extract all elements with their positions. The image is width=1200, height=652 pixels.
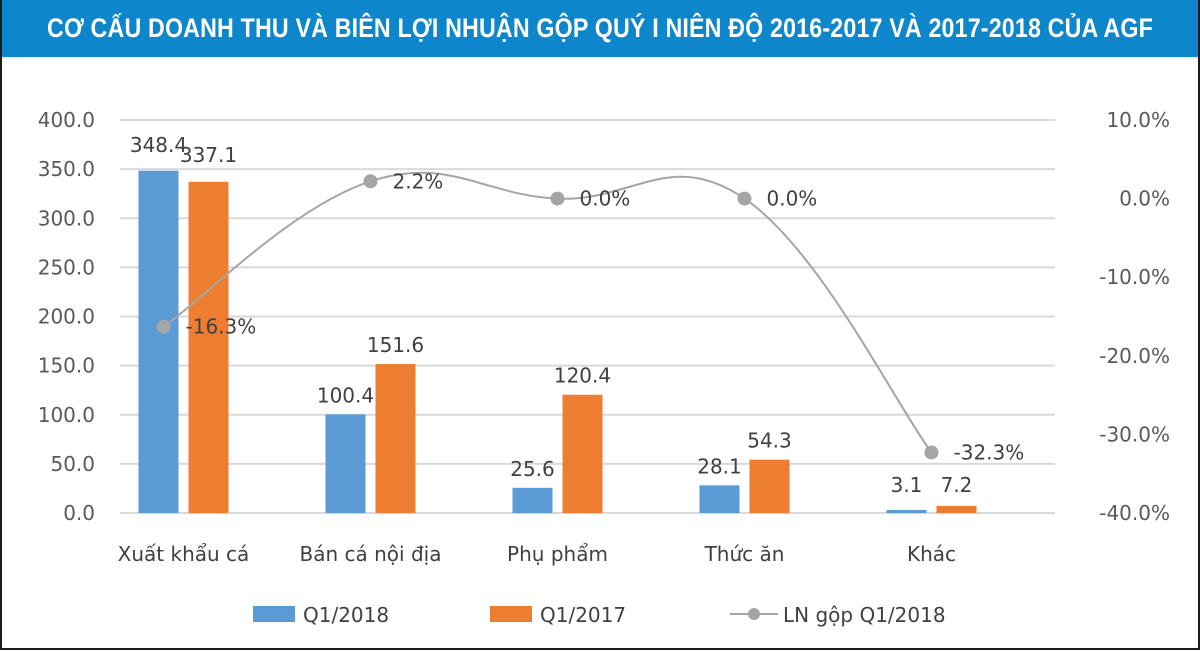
line-data-label: 0.0% [580,187,631,211]
bar-q1-2018 [886,509,927,513]
bar-data-label: 120.4 [554,364,611,388]
legend-label-q1-2018: Q1/2018 [303,603,389,627]
bar-q1-2018 [512,487,553,513]
bar-data-label: 28.1 [697,454,742,478]
category-label: Thức ăn [704,542,785,566]
margin-line-point [737,191,752,206]
line-data-label: 0.0% [767,187,818,211]
right-tick-label: -30.0% [1099,422,1170,446]
left-tick-label: 0.0 [63,501,95,525]
right-tick-label: -40.0% [1099,501,1170,525]
legend-label-q1-2017: Q1/2017 [540,603,626,627]
bar-data-label: 151.6 [367,333,424,357]
left-tick-label: 400.0 [38,108,95,132]
bar-q1-2017 [375,364,416,513]
legend: Q1/2018 Q1/2017 LN gộp Q1/2018 [253,603,946,627]
category-label: Xuất khẩu cá [118,542,250,566]
margin-line-point [550,191,565,206]
bar-q1-2017 [936,505,977,513]
line-data-label: -16.3% [186,315,257,339]
bar-q1-2017 [562,394,603,513]
legend-swatch-q1-2018 [253,606,295,622]
margin-line-point [156,319,171,334]
left-tick-label: 100.0 [38,403,95,427]
title-bar: CƠ CẤU DOANH THU VÀ BIÊN LỢI NHUẬN GỘP Q… [0,0,1200,59]
bar-q1-2017 [188,181,229,513]
bar-data-label: 100.4 [317,383,374,407]
bars [138,170,977,513]
margin-line-point [363,174,378,189]
bar-data-label: 3.1 [891,473,923,497]
bar-q1-2018 [138,170,179,513]
category-label: Bán cá nội địa [300,542,442,566]
margin-line-point [924,445,939,460]
bar-q1-2017 [749,459,790,513]
right-tick-label: -10.0% [1099,265,1170,289]
legend-swatch-q1-2017 [490,606,532,622]
category-label: Phụ phẩm [507,542,608,566]
left-tick-label: 50.0 [50,452,95,476]
legend-point-marker [748,608,760,620]
right-tick-label: 0.0% [1119,187,1170,211]
left-tick-label: 150.0 [38,354,95,378]
left-axis-ticks: 0.0 50.0 100.0 150.0 200.0 250.0 300.0 350.0 400… [38,108,95,525]
bar-data-label: 25.6 [510,457,555,481]
bar-data-label: 7.2 [941,473,973,497]
legend-label-ln-gop: LN gộp Q1/2018 [783,603,946,627]
line-data-label: 2.2% [393,169,444,193]
chart-title: CƠ CẤU DOANH THU VÀ BIÊN LỢI NHUẬN GỘP Q… [47,13,1153,43]
bar-q1-2018 [699,485,740,513]
category-label: Khác [907,542,956,566]
bar-data-label: 54.3 [747,429,792,453]
margin-line-path [162,171,933,454]
right-tick-label: -20.0% [1099,344,1170,368]
left-tick-label: 350.0 [38,157,95,181]
bar-data-label: 348.4 [130,133,187,157]
left-tick-label: 200.0 [38,305,95,329]
margin-line [156,171,939,460]
right-tick-label: 10.0% [1106,108,1170,132]
category-labels: Xuất khẩu cá Bán cá nội địa Phụ phẩm Thức ă… [118,542,956,566]
bar-q1-2018 [325,414,366,513]
data-labels: 348.4 100.4 25.6 28.1 3.1 337.1 151.6 120.4 54.3… [130,133,1024,497]
bar-data-label: 337.1 [180,143,237,167]
line-data-label: -32.3% [954,440,1025,464]
left-tick-label: 250.0 [38,255,95,279]
left-tick-label: 300.0 [38,206,95,230]
right-axis-ticks: -40.0% -30.0% -20.0% -10.0% 0.0% 10.0% [1099,108,1170,525]
